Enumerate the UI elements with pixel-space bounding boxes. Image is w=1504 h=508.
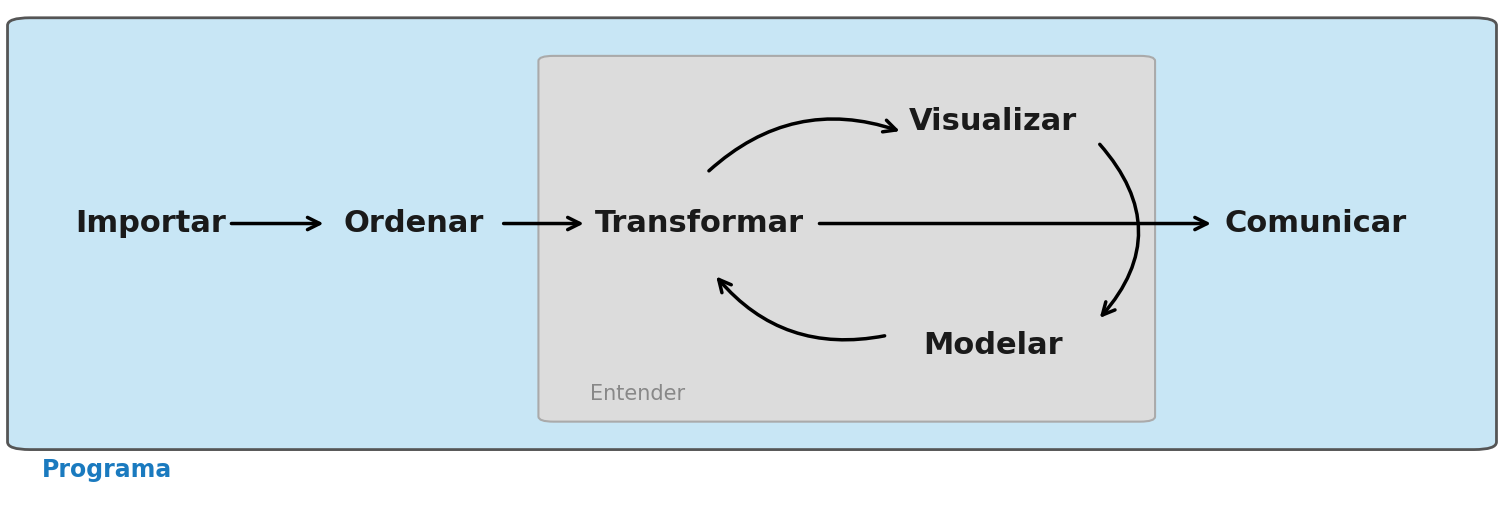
FancyBboxPatch shape [8, 18, 1496, 450]
Text: Ordenar: Ordenar [343, 209, 484, 238]
Text: Entender: Entender [590, 384, 684, 404]
FancyBboxPatch shape [538, 56, 1155, 422]
Text: Programa: Programa [42, 458, 173, 482]
Text: Transformar: Transformar [594, 209, 805, 238]
Text: Comunicar: Comunicar [1224, 209, 1408, 238]
Text: Importar: Importar [75, 209, 226, 238]
Text: Modelar: Modelar [923, 331, 1062, 360]
Text: Visualizar: Visualizar [908, 107, 1077, 137]
